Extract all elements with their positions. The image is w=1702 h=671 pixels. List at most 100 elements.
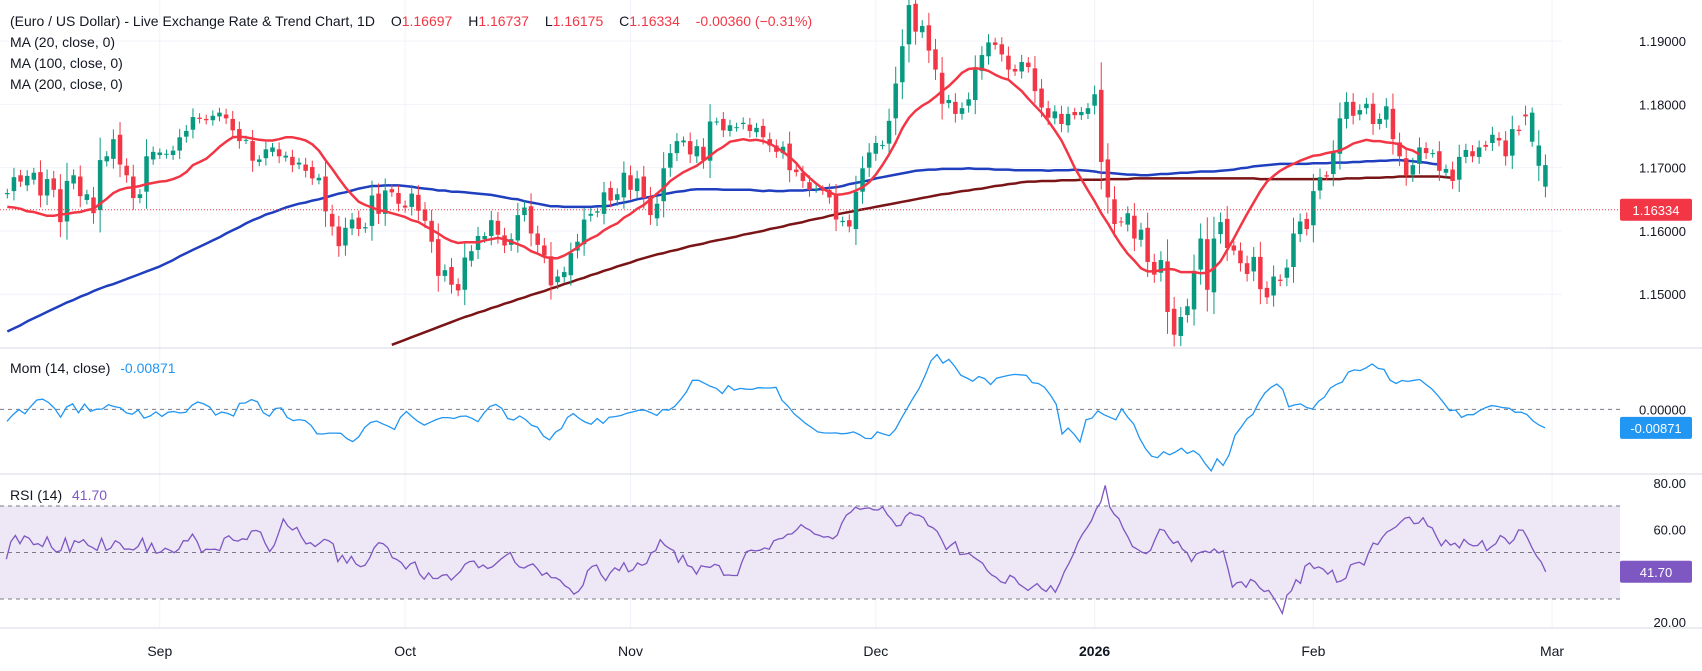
candle-body (1463, 149, 1469, 157)
candle-body (64, 180, 70, 222)
candle-body (164, 153, 169, 155)
candle-body (953, 101, 958, 114)
candle-body (363, 227, 368, 229)
axes-layer: SepOctNovDec2026FebMarAprMay1.190001.180… (0, 34, 1702, 659)
high-value: 1.16737 (478, 13, 529, 29)
candle-body (1403, 158, 1409, 176)
candle-body (1065, 113, 1071, 126)
candle-body (1112, 199, 1117, 224)
mom-line (6, 353, 1546, 473)
ma100-legend[interactable]: MA (100, close, 0) (10, 55, 123, 71)
x-tick-label: Mar (1540, 643, 1564, 659)
candle-body (1516, 129, 1522, 131)
candle-body (369, 195, 375, 226)
candle-body (1238, 250, 1243, 264)
candle-body (1092, 94, 1097, 106)
candle-body (402, 205, 408, 208)
candle-body (555, 276, 560, 283)
candle-body (1138, 229, 1144, 240)
candle-body (1324, 175, 1329, 177)
candle-body (973, 69, 978, 100)
candle-body (1483, 144, 1489, 147)
candle-body (1218, 222, 1223, 235)
candle-body (886, 120, 892, 144)
candle-body (1384, 106, 1389, 120)
price-tick-label: 1.15000 (1639, 287, 1686, 302)
change-value: -0.00360 (−0.31%) (696, 13, 812, 29)
candle-body (601, 192, 607, 214)
candle-body (701, 146, 706, 161)
candle-body (1085, 108, 1091, 114)
candle-body (1118, 221, 1124, 223)
open-value: 1.16697 (402, 13, 453, 29)
mom-legend[interactable]: Mom (14, close) -0.00871 (10, 360, 176, 376)
candle-body (1496, 137, 1502, 141)
candle-body (462, 257, 468, 290)
candle-body (117, 134, 123, 165)
candle-body (621, 172, 627, 198)
candle-body (1503, 140, 1508, 157)
candle-body (1423, 148, 1429, 154)
candle-body (568, 253, 574, 276)
candle-body (893, 83, 898, 119)
ma200-legend[interactable]: MA (200, close, 0) (10, 76, 123, 92)
candle-body (44, 179, 50, 196)
candle-body (615, 194, 620, 200)
mom-title: Mom (14, close) (10, 360, 110, 376)
candle-body (230, 118, 235, 131)
low-label: L (545, 13, 553, 29)
candle-body (1006, 55, 1011, 70)
ma20-legend[interactable]: MA (20, close, 0) (10, 34, 115, 50)
candle-body (1125, 213, 1131, 225)
candle-body (217, 112, 222, 117)
candle-body (687, 141, 693, 155)
ma200-layer (391, 175, 1453, 346)
candle-body (595, 211, 600, 213)
candle-body (150, 151, 156, 160)
candle-body (641, 176, 647, 199)
candle-body (1370, 103, 1376, 125)
candle-body (1152, 261, 1157, 275)
candle-body (707, 121, 713, 161)
candle-body (1012, 68, 1018, 72)
candle-body (482, 236, 487, 240)
candle-body (429, 220, 434, 242)
candle-body (1291, 233, 1296, 268)
candle-body (270, 147, 275, 152)
mom-tick-label: 0.00000 (1639, 402, 1686, 417)
rsi-value-label: 41.70 (1640, 565, 1673, 580)
candle-body (144, 156, 149, 192)
candle-body (296, 162, 302, 165)
candle-body (343, 227, 348, 246)
x-tick-label: Oct (394, 643, 416, 659)
candle-body (734, 127, 739, 129)
candle-body (356, 217, 361, 230)
candle-body (290, 156, 295, 166)
candle-body (1344, 101, 1349, 119)
ma20-line (7, 67, 1421, 275)
mom-layer (0, 353, 1620, 473)
rsi-tick-label: 80.00 (1653, 476, 1686, 491)
candle-body (1072, 111, 1077, 116)
candle-body (634, 178, 640, 192)
candle-body (31, 172, 37, 180)
candle-body (1052, 111, 1058, 119)
candle-body (1390, 108, 1396, 140)
candle-body (946, 99, 951, 104)
candle-body (760, 125, 766, 138)
candle-body (648, 196, 653, 216)
candle-body (184, 130, 189, 137)
candle-body (1417, 147, 1422, 164)
candle-body (674, 141, 680, 154)
candle-body (1258, 256, 1263, 290)
x-tick-label: 2026 (1079, 643, 1110, 659)
candle-body (661, 168, 666, 202)
rsi-legend[interactable]: RSI (14) 41.70 (10, 487, 107, 503)
candle-body (1098, 89, 1104, 162)
rsi-line (5, 485, 1547, 616)
candle-body (336, 226, 342, 247)
candle-body (813, 188, 819, 190)
candle-body (283, 155, 289, 158)
candle-body (668, 153, 673, 168)
